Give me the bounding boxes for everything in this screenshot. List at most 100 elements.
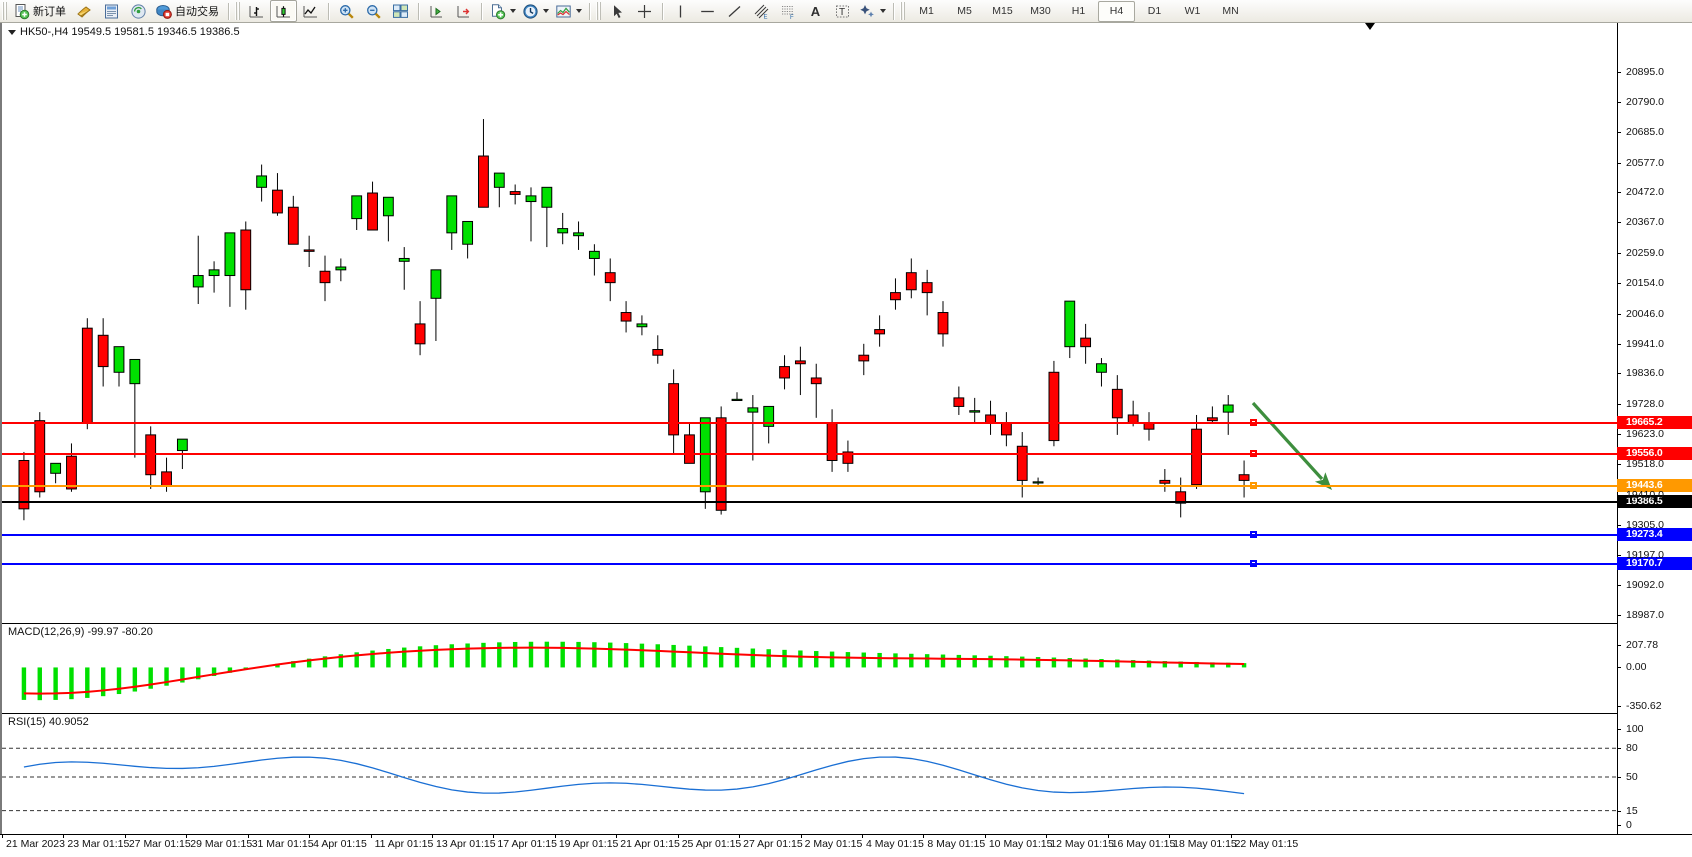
trendline-tool-button[interactable] <box>721 0 748 22</box>
chart-shift-button[interactable] <box>450 0 477 22</box>
fibonacci-icon: F <box>780 3 797 21</box>
price-tick: 20154.0 <box>1617 277 1692 289</box>
chevron-down-icon[interactable] <box>510 9 516 13</box>
toolbar-separator-4 <box>481 2 482 20</box>
price-chip-current-price: 19386.5 <box>1617 495 1692 509</box>
macd-axis-tick: 207.78 <box>1617 639 1692 651</box>
timeframe-button-m5[interactable]: M5 <box>957 5 972 17</box>
timeframe-button-w1[interactable]: W1 <box>1184 5 1201 17</box>
fibonacci-tool-button[interactable]: F <box>775 0 802 22</box>
timeframe-button-d1[interactable]: D1 <box>1147 5 1162 17</box>
timeframe-button-m30[interactable]: M30 <box>1030 5 1051 17</box>
price-chip-resistance-1: 19665.2 <box>1617 416 1692 430</box>
price-tick: 20685.0 <box>1617 126 1692 138</box>
chevron-down-icon-3[interactable] <box>576 9 582 13</box>
svg-text:T: T <box>839 7 845 18</box>
vertical-line-tool-button[interactable] <box>667 0 694 22</box>
vertical-line-icon <box>672 3 689 20</box>
timeframe-button-m1[interactable]: M1 <box>919 5 934 17</box>
chart-menu-caret-icon[interactable] <box>8 29 16 35</box>
toolbar-separator <box>228 2 229 20</box>
terminal-button[interactable] <box>98 0 125 22</box>
price-chip-support-2: 19170.7 <box>1617 556 1692 570</box>
timeframe-button-m15[interactable]: M15 <box>992 5 1013 17</box>
equidistant-channel-icon: E <box>753 3 770 20</box>
indicators-button[interactable] <box>486 0 519 22</box>
level-line-current-price[interactable] <box>2 501 1617 504</box>
price-tick: 19941.0 <box>1617 338 1692 350</box>
new-order-button[interactable]: 新订单 <box>10 0 71 22</box>
price-tick: 19836.0 <box>1617 368 1692 379</box>
level-line-support-1[interactable] <box>2 533 1617 536</box>
timeframe-button-h4[interactable]: H4 <box>1098 0 1135 22</box>
zoom-in-button[interactable] <box>333 0 360 22</box>
templates-button[interactable] <box>552 0 585 22</box>
time-tick: 12 May 01:15 <box>1046 834 1114 850</box>
auto-scroll-button[interactable] <box>423 0 450 22</box>
terminal-icon <box>103 3 120 20</box>
price-axis[interactable]: 19665.2 19556.0 19443.6 19386.5 19273.4 19170… <box>1617 23 1692 834</box>
toolbar-grip-3[interactable] <box>596 2 602 20</box>
time-tick: 8 May 01:15 <box>923 834 986 850</box>
zoom-out-button[interactable] <box>360 0 387 22</box>
tile-windows-icon <box>392 3 409 20</box>
new-order-label: 新订单 <box>33 6 66 18</box>
time-tick: 4 May 01:15 <box>862 834 924 850</box>
crosshair-icon <box>636 3 653 20</box>
time-tick: 13 Apr 01:15 <box>432 834 496 850</box>
auto-scroll-icon <box>428 3 445 20</box>
shapes-tool-button[interactable] <box>856 0 889 22</box>
signals-button[interactable] <box>125 0 152 22</box>
time-tick: 18 May 01:15 <box>1169 834 1237 850</box>
equidistant-channel-button[interactable]: E <box>748 0 775 22</box>
rsi-axis-tick: 100 <box>1617 724 1692 735</box>
toolbar-separator-6 <box>662 2 663 20</box>
periods-button[interactable] <box>519 0 552 22</box>
time-tick: 23 Mar 01:15 <box>63 834 130 850</box>
level-line-resistance-2[interactable] <box>2 453 1617 456</box>
price-tick: 20367.0 <box>1617 217 1692 228</box>
rsi-panel-divider <box>2 713 1617 714</box>
chart-shift-icon <box>455 3 472 20</box>
toolbar-separator-5 <box>589 2 590 20</box>
text-label-tool-button[interactable]: T <box>829 0 856 22</box>
auto-trading-button[interactable]: 自动交易 <box>152 0 224 22</box>
text-tool-button[interactable]: A <box>802 0 829 22</box>
candlestick-chart-icon <box>275 3 292 20</box>
chevron-down-icon-2[interactable] <box>543 9 549 13</box>
time-axis[interactable]: 21 Mar 2023 23 Mar 01:15 27 Mar 01:15 29 Ma… <box>0 834 1692 857</box>
signals-icon <box>130 3 147 20</box>
time-tick: 2 May 01:15 <box>800 834 863 850</box>
time-tick: 21 Apr 01:15 <box>616 834 680 850</box>
line-chart-button[interactable] <box>297 0 324 22</box>
crosshair-tool-button[interactable] <box>631 0 658 22</box>
price-plot[interactable]: HK50-,H4 19549.5 19581.5 19346.5 19386.5… <box>0 23 1617 834</box>
cursor-tool-button[interactable] <box>604 0 631 22</box>
price-tick: 19305.0 <box>1617 519 1692 531</box>
level-line-support-2[interactable] <box>2 562 1617 565</box>
level-line-pivot[interactable] <box>2 485 1617 488</box>
bar-chart-button[interactable] <box>243 0 270 22</box>
text-label-icon: T <box>834 3 851 20</box>
toolbar-grip-2[interactable] <box>235 2 241 20</box>
candlestick-chart-button[interactable] <box>270 0 297 22</box>
horizontal-line-tool-button[interactable] <box>694 0 721 22</box>
time-tick: 29 Mar 01:15 <box>186 834 253 850</box>
new-order-icon <box>13 3 30 20</box>
toolbar-grip[interactable] <box>2 2 8 20</box>
market-watch-button[interactable] <box>71 0 98 22</box>
price-tick: 19092.0 <box>1617 580 1692 591</box>
time-tick: 17 Apr 01:15 <box>493 834 557 850</box>
chevron-down-icon-4[interactable] <box>880 9 886 13</box>
price-tick: 20259.0 <box>1617 248 1692 259</box>
tile-windows-button[interactable] <box>387 0 414 22</box>
time-tick: 27 Apr 01:15 <box>739 834 803 850</box>
timeframe-button-h1[interactable]: H1 <box>1071 5 1086 17</box>
level-line-resistance-1[interactable] <box>2 422 1617 425</box>
time-tick: 10 May 01:15 <box>984 834 1053 850</box>
auto-trading-label: 自动交易 <box>175 6 219 18</box>
toolbar-grip-4[interactable] <box>900 2 906 20</box>
timeframe-button-mn[interactable]: MN <box>1222 5 1239 17</box>
price-tick: 19623.0 <box>1617 429 1692 440</box>
